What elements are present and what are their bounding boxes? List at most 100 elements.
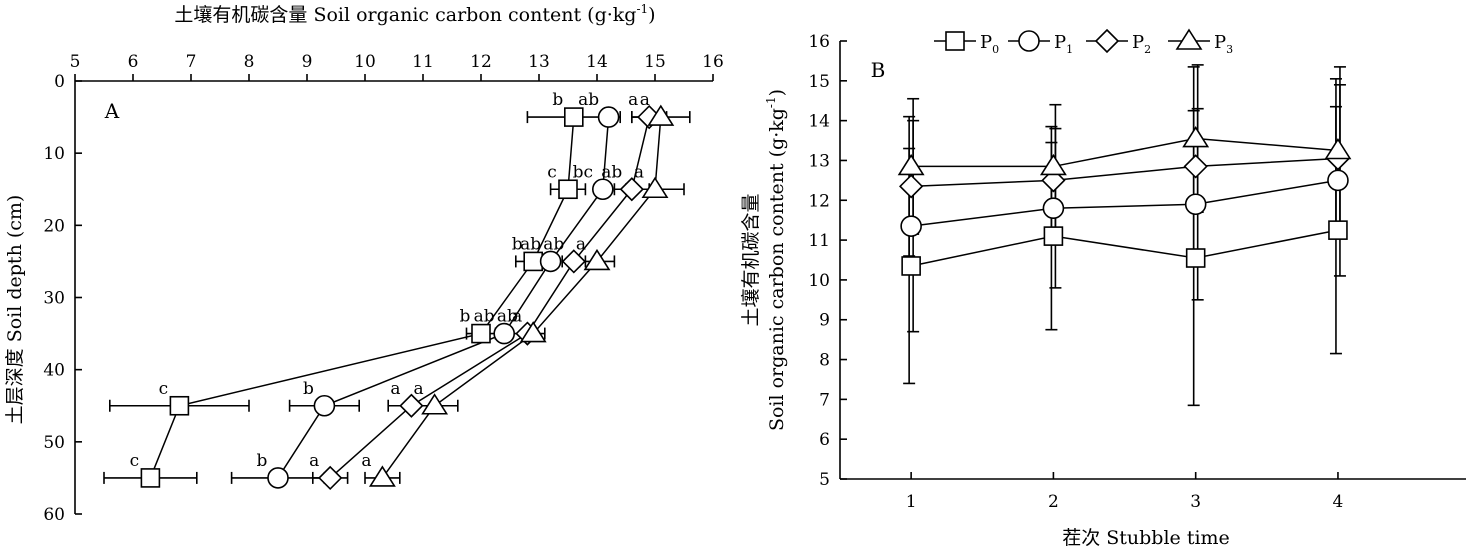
y-tick-label: 16 bbox=[808, 32, 830, 52]
y-tick-label: 60 bbox=[43, 505, 65, 525]
y-axis-title-superscript: -1 bbox=[764, 96, 778, 108]
x-tick-label: 15 bbox=[644, 52, 666, 72]
legend-marker bbox=[1175, 28, 1203, 50]
significance-label: a bbox=[390, 379, 400, 399]
legend-label-subscript: 0 bbox=[992, 43, 999, 56]
series-line-P3 bbox=[911, 137, 1339, 168]
legend-label: P2 bbox=[1132, 32, 1151, 56]
significance-label: bc bbox=[573, 162, 593, 182]
data-point-P1 bbox=[1042, 197, 1065, 220]
data-point-P1 bbox=[539, 250, 562, 273]
y-axis-title-close: ) bbox=[766, 89, 788, 96]
data-point-P0 bbox=[563, 107, 584, 127]
legend-label: P3 bbox=[1214, 32, 1233, 56]
significance-label: a bbox=[414, 379, 424, 399]
y-tick-label: 11 bbox=[808, 231, 830, 251]
y-tick-label: 30 bbox=[43, 289, 65, 309]
x-tick-label: 6 bbox=[128, 52, 139, 72]
series-line-P2 bbox=[329, 116, 650, 479]
y-tick-label: 0 bbox=[54, 72, 65, 92]
series-line-P0 bbox=[910, 229, 1339, 267]
legend-marker bbox=[1094, 28, 1120, 54]
x-tick-label: 10 bbox=[354, 52, 376, 72]
data-point-P0 bbox=[558, 179, 578, 200]
data-point-P3 bbox=[583, 248, 611, 271]
significance-label: a bbox=[512, 307, 522, 327]
data-point-P0 bbox=[140, 468, 161, 488]
significance-label: a bbox=[361, 451, 371, 471]
legend-label-subscript: 3 bbox=[1226, 43, 1233, 56]
significance-label: a bbox=[628, 90, 638, 110]
significance-label: a bbox=[576, 234, 586, 254]
x-axis-title-superscript: -1 bbox=[636, 2, 648, 16]
data-point-P1 bbox=[597, 106, 620, 128]
panel-letter-a: A bbox=[104, 99, 120, 123]
data-point-P1 bbox=[900, 215, 922, 237]
y-tick-label: 9 bbox=[819, 311, 830, 331]
data-point-P0 bbox=[471, 323, 491, 344]
data-point-P0 bbox=[523, 251, 544, 272]
y-tick-label: 15 bbox=[808, 72, 830, 92]
data-point-P2 bbox=[318, 465, 343, 491]
data-point-P0 bbox=[1185, 248, 1206, 268]
significance-label: c bbox=[130, 451, 140, 471]
data-point-P3 bbox=[647, 104, 675, 126]
significance-label: ab bbox=[601, 162, 622, 182]
significance-label: a bbox=[634, 162, 644, 182]
significance-label: b bbox=[512, 234, 523, 254]
legend-label-subscript: 1 bbox=[1066, 43, 1073, 56]
legend-marker bbox=[1018, 30, 1040, 52]
significance-label: c bbox=[547, 162, 557, 182]
x-tick-label: 11 bbox=[412, 52, 434, 72]
data-point-P0 bbox=[1043, 226, 1064, 246]
significance-label: b bbox=[257, 451, 268, 471]
x-tick-label: 1 bbox=[906, 492, 917, 512]
x-tick-label: 7 bbox=[186, 52, 197, 72]
data-point-P3 bbox=[421, 393, 449, 415]
legend-label: P1 bbox=[1054, 32, 1073, 56]
data-point-P1 bbox=[313, 394, 336, 417]
data-point-P3 bbox=[1182, 126, 1210, 148]
data-point-P3 bbox=[368, 465, 396, 487]
x-tick-label: 4 bbox=[1333, 492, 1344, 512]
data-point-P3 bbox=[1039, 153, 1067, 176]
x-tick-label: 5 bbox=[70, 52, 81, 72]
series-line-P1 bbox=[277, 117, 610, 479]
y-axis-title-en: Soil organic carbon content (g·kg-1) bbox=[764, 89, 788, 431]
data-point-P1 bbox=[267, 467, 289, 489]
data-point-P2 bbox=[561, 249, 586, 274]
data-point-P1 bbox=[1184, 193, 1207, 216]
significance-label: ab bbox=[520, 234, 541, 254]
data-point-P3 bbox=[641, 176, 669, 199]
significance-label: b bbox=[552, 90, 563, 110]
y-tick-label: 10 bbox=[43, 144, 65, 164]
x-tick-label: 2 bbox=[1048, 492, 1059, 512]
data-point-P3 bbox=[519, 321, 547, 343]
series-line-P2 bbox=[911, 157, 1338, 188]
x-axis-title-close: ) bbox=[648, 4, 655, 26]
y-tick-label: 10 bbox=[808, 271, 830, 291]
y-tick-label: 50 bbox=[43, 433, 65, 453]
x-axis-title: 茬次 Stubble time bbox=[1062, 527, 1230, 547]
data-point-P1 bbox=[1327, 169, 1349, 192]
legend-label-subscript: 2 bbox=[1144, 43, 1151, 56]
x-tick-label: 9 bbox=[302, 52, 313, 72]
panel-a: 5 6 7 8 9 10 11 12 13 14 15 16 0 10 20 30 40 50 60 土壤有机碳含量 … bbox=[4, 2, 724, 525]
series-line-P0 bbox=[149, 117, 575, 479]
y-tick-label: 20 bbox=[43, 216, 65, 236]
data-point-P0 bbox=[169, 395, 190, 416]
data-point-P2 bbox=[619, 177, 644, 202]
panel-letter-b: B bbox=[871, 58, 886, 82]
y-tick-label: 14 bbox=[808, 112, 830, 132]
legend-label: P0 bbox=[980, 32, 999, 56]
y-tick-label: 7 bbox=[819, 390, 830, 410]
y-axis-title-cn: 土壤有机碳含量 bbox=[740, 193, 762, 326]
y-tick-label: 12 bbox=[808, 191, 830, 211]
data-point-P3 bbox=[897, 153, 925, 176]
x-tick-label: 16 bbox=[702, 52, 724, 72]
y-tick-label: 6 bbox=[819, 430, 830, 450]
x-tick-label: 3 bbox=[1190, 492, 1201, 512]
y-tick-label: 40 bbox=[43, 361, 65, 381]
